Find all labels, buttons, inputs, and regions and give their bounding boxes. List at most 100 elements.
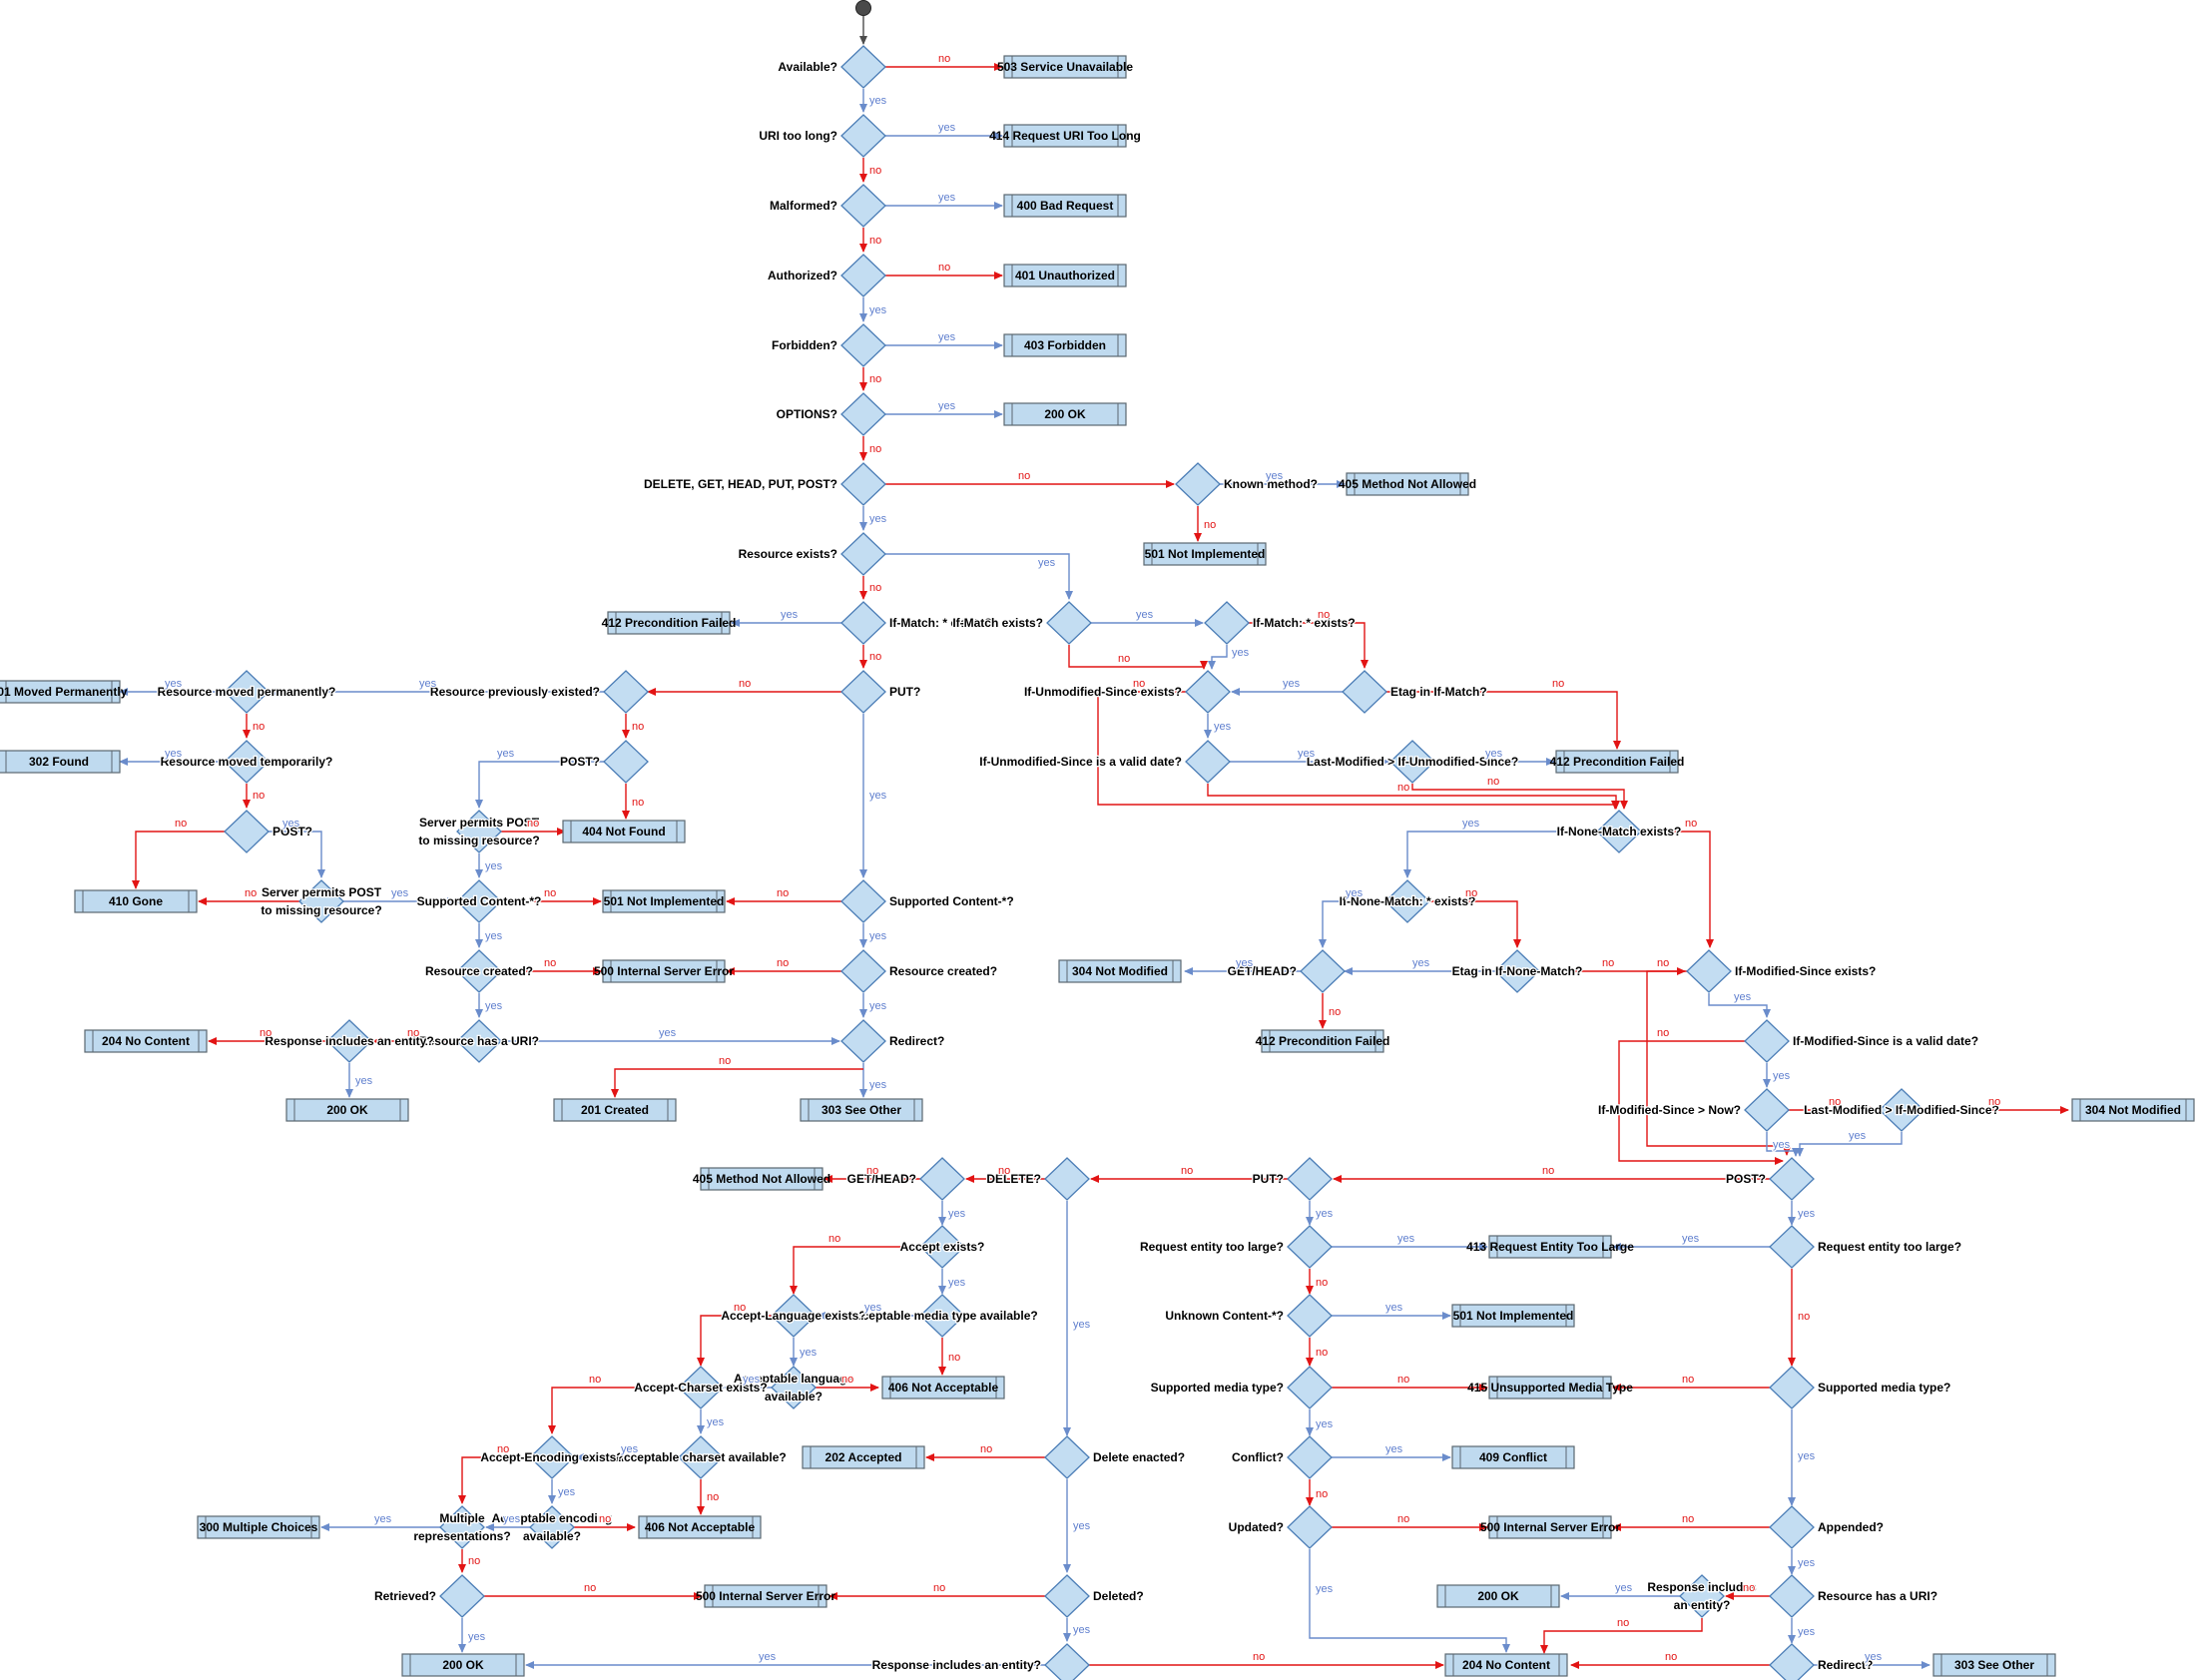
edge-yes — [1796, 1132, 1903, 1157]
terminal-200-ok-left: 200 OK — [285, 1098, 409, 1122]
decision-supported-media-type-put: Supported media type? — [1149, 1366, 1333, 1409]
decision-label: Retrieved? — [374, 1589, 436, 1603]
terminal-box — [0, 680, 121, 704]
decision-if-match-star-right: If-Match: * exists? — [1204, 601, 1357, 645]
edge-label-yes: yes — [938, 400, 956, 412]
decision-label: Acceptable charset available? — [615, 1450, 786, 1464]
decision-label: available? — [523, 1529, 581, 1543]
decision-deleted: Deleted? — [1044, 1574, 1145, 1618]
terminal-label: 302 Found — [29, 755, 89, 769]
terminal-label: 204 No Content — [102, 1034, 190, 1048]
decision-label: Available? — [778, 60, 837, 74]
decision-label: POST? — [560, 755, 600, 769]
edge-no — [1540, 1618, 1703, 1654]
terminal-label: 500 Internal Server Error — [696, 1589, 835, 1603]
terminal-label: 500 Internal Server Error — [594, 964, 734, 978]
terminal-415-unsupported-media-type: 415 Unsupported Media Type — [1467, 1376, 1633, 1400]
edge-label-yes: yes — [1316, 1418, 1334, 1430]
terminal-label: 501 Not Implemented — [604, 894, 725, 908]
edge-label-yes: yes — [1849, 1130, 1867, 1142]
edge-yes — [885, 553, 1073, 600]
terminal-401-unauthorized: 401 Unauthorized — [1003, 264, 1127, 287]
edge-no — [1618, 1040, 1784, 1165]
terminal-label: 406 Not Acceptable — [888, 1381, 999, 1395]
edge-label-yes: yes — [621, 1443, 639, 1455]
decision-label: Forbidden? — [772, 338, 837, 352]
decision-redirect-bottom: Redirect? — [1769, 1643, 1875, 1680]
edge-label-yes: yes — [391, 887, 409, 899]
edge-label-yes: yes — [1298, 748, 1316, 760]
terminal-label: 501 Not Implemented — [1453, 1309, 1574, 1323]
edge-label-no: no — [869, 651, 881, 663]
decision-label: Redirect? — [889, 1034, 944, 1048]
decision-resource-exists: Resource exists? — [737, 532, 886, 576]
terminal-500-internal-server-error-mid: 500 Internal Server Error — [594, 959, 734, 983]
edge-labels: no yes yes no yes no no yes yes no yes no no yes no yes… — [164, 52, 2002, 1665]
decision-label: Authorized? — [768, 269, 837, 282]
edge-no — [697, 1315, 772, 1367]
terminal-box — [1436, 1584, 1560, 1608]
terminal-label: 400 Bad Request — [1017, 199, 1114, 213]
edge-label-yes: yes — [1316, 1583, 1334, 1595]
decision-diamond — [1287, 1157, 1333, 1201]
decision-retrieved: Retrieved? — [373, 1574, 485, 1618]
decision-label: Redirect? — [1818, 1658, 1873, 1672]
edge-label-no: no — [869, 165, 881, 177]
terminal-label: 200 OK — [1477, 1589, 1519, 1603]
decision-forbidden: Forbidden? — [771, 323, 886, 367]
decision-label: Appended? — [1818, 1520, 1884, 1534]
decision-diamond — [1769, 1225, 1815, 1269]
terminal-box — [553, 1098, 677, 1122]
edge-label-yes: yes — [800, 1347, 818, 1359]
edge-label-yes: yes — [1073, 1624, 1091, 1636]
decision-diamond — [529, 1435, 575, 1479]
edge-label-yes: yes — [869, 1000, 887, 1012]
decision-diamond — [1744, 1088, 1790, 1132]
decision-if-none-match-exists: If-None-Match exists? — [1555, 810, 1683, 853]
decision-diamond — [1384, 879, 1430, 923]
decision-label: Server permits POST — [262, 885, 382, 899]
decision-post-mid: POST? — [559, 740, 649, 784]
decision-label: Accept-Encoding exists? — [480, 1450, 623, 1464]
edge-label-yes: yes — [165, 748, 183, 760]
terminal-label: 413 Request Entity Too Large — [1466, 1240, 1634, 1254]
decision-diamond — [919, 1294, 965, 1338]
terminal-label: 501 Not Implemented — [1145, 547, 1266, 561]
decision-label: an entity? — [1674, 1598, 1731, 1612]
decision-label: POST? — [1726, 1172, 1766, 1186]
terminal-box — [74, 889, 198, 913]
edge-label-no: no — [1181, 1165, 1193, 1177]
terminal-302-found: 302 Found — [0, 750, 121, 774]
edge-label-no: no — [841, 1374, 853, 1386]
edge-label-yes: yes — [1232, 647, 1250, 659]
terminal-label: 409 Conflict — [1479, 1450, 1547, 1464]
edge-label-yes: yes — [1385, 1443, 1403, 1455]
decision-get-head-right: GET/HEAD? — [1226, 949, 1346, 993]
terminal-501-not-implemented-mid: 501 Not Implemented — [602, 889, 726, 913]
decision-supported-content-mid: Supported Content-*? — [840, 879, 1015, 923]
decision-server-permits-post-left: Server permits POST to missing resource? — [260, 879, 383, 923]
decision-label: Supported Content-*? — [889, 894, 1014, 908]
decision-authorized: Authorized? — [767, 254, 886, 297]
terminal-label: 412 Precondition Failed — [1550, 755, 1685, 769]
terminal-label: 405 Method Not Allowed — [1339, 477, 1476, 491]
decision-diamond — [224, 740, 270, 784]
decision-acceptable-encoding: Acceptable encoding available? — [490, 1505, 614, 1549]
terminal-label: 304 Not Modified — [1072, 964, 1168, 978]
decision-diamond — [1044, 1435, 1090, 1479]
decision-accept-encoding-exists: Accept-Encoding exists? — [479, 1435, 625, 1479]
terminal-label: 410 Gone — [109, 894, 163, 908]
decision-diamond — [1769, 1505, 1815, 1549]
decision-label: Request entity too large? — [1140, 1240, 1284, 1254]
edge-label-yes: yes — [1798, 1208, 1816, 1220]
decision-label: Acceptable media type available? — [846, 1309, 1037, 1323]
decision-acceptable-language: Acceptable language available? — [733, 1366, 855, 1409]
edge-label-no: no — [1682, 1374, 1694, 1386]
edge-label-yes: yes — [374, 1513, 392, 1525]
terminal-label: 405 Method Not Allowed — [693, 1172, 830, 1186]
terminal-box — [1261, 1029, 1384, 1053]
terminal-204-no-content-bottom: 204 No Content — [1444, 1653, 1568, 1677]
terminal-label: 500 Internal Server Error — [1480, 1520, 1620, 1534]
edge-label-no: no — [938, 262, 950, 274]
terminal-200-ok-options: 200 OK — [1003, 402, 1127, 426]
